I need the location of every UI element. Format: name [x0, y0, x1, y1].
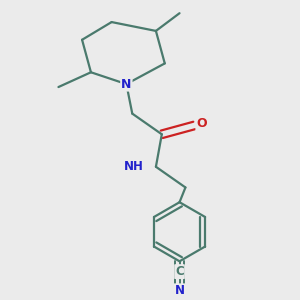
Text: O: O: [196, 118, 207, 130]
Text: C: C: [175, 265, 184, 278]
Text: N: N: [121, 78, 132, 91]
Text: NH: NH: [124, 160, 144, 173]
Text: N: N: [175, 284, 184, 297]
